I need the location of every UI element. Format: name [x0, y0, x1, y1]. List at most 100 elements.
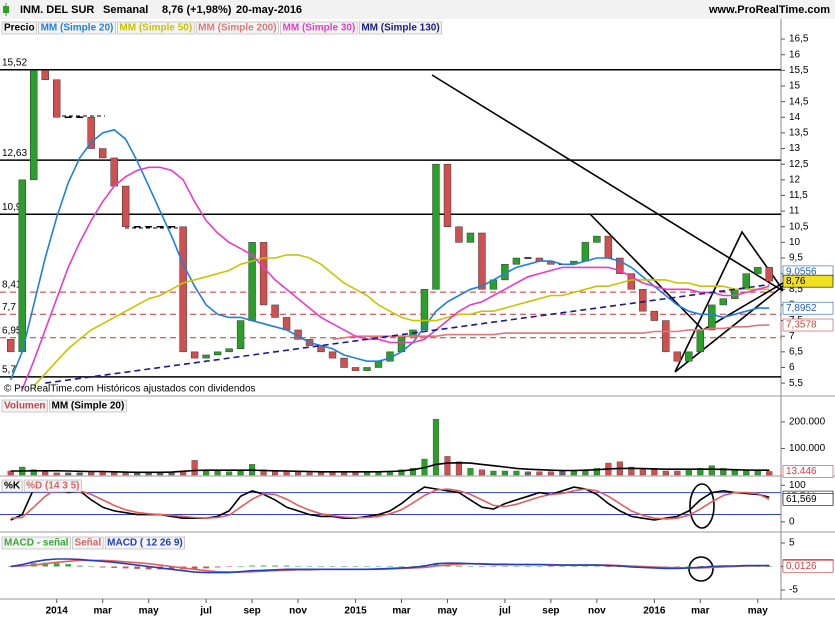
histogram-bar	[571, 566, 577, 567]
histogram-bar	[318, 566, 324, 567]
volume-bar	[432, 419, 440, 476]
y-tick-label: 16	[789, 49, 801, 60]
candle	[363, 367, 371, 371]
series-line	[332, 324, 770, 341]
volume-bar	[157, 472, 164, 476]
candle	[282, 317, 291, 331]
legend-entry: MM (Simple 130)	[361, 23, 439, 34]
histogram-bar	[352, 566, 359, 567]
volume-bar	[570, 470, 577, 476]
histogram-bar	[272, 565, 278, 567]
histogram-bar	[582, 566, 589, 567]
legend-entry: MM (Simple 20)	[41, 23, 114, 34]
last-value-label: 13.446	[786, 466, 817, 477]
y-tick-label: 11	[789, 206, 800, 217]
histogram-bar	[502, 566, 508, 567]
series-line	[9, 128, 770, 381]
candle	[478, 232, 486, 290]
volume-bar	[593, 468, 600, 476]
level-label: 10,9	[2, 202, 22, 213]
last-value-box	[782, 301, 834, 315]
volume-bar	[88, 472, 95, 476]
y-tick-label: 6	[789, 362, 795, 373]
volume-bar	[662, 470, 669, 476]
last-value-label: 9,0556	[786, 267, 817, 278]
histogram-bar	[249, 565, 255, 567]
legend-box	[1, 536, 71, 550]
volume-bar	[685, 469, 692, 476]
legend-entry: Precio	[4, 23, 35, 34]
candle	[30, 70, 38, 181]
legend-entry: %D (14 3 5)	[26, 481, 79, 492]
histogram-bar	[168, 566, 175, 570]
last-value-box	[782, 560, 834, 573]
histogram-bar	[42, 562, 49, 567]
legend-box	[280, 21, 358, 35]
volume-bar	[352, 472, 359, 476]
last-value-label: 8,76	[786, 276, 806, 287]
series-line	[45, 283, 770, 384]
volume-bar	[306, 472, 313, 476]
volume-bar	[467, 468, 474, 476]
candle	[271, 304, 279, 318]
candle	[685, 351, 693, 362]
candle	[98, 148, 107, 159]
legend-box	[195, 21, 279, 35]
volume-bar	[283, 471, 290, 476]
last-value-label: 61,569	[786, 494, 817, 505]
y-tick-label: 10,5	[789, 221, 809, 232]
highlight-circle	[689, 483, 715, 529]
y-tick-label: 13,5	[789, 128, 809, 139]
volume-bar	[30, 469, 37, 476]
histogram-bar	[525, 566, 531, 567]
level-label: 8,41	[2, 280, 22, 291]
volume-bar	[134, 472, 141, 476]
x-tick-label: mar	[392, 606, 410, 617]
candle	[121, 185, 130, 227]
candle	[432, 163, 440, 290]
volume-bar	[65, 472, 72, 476]
y-tick-label: 100	[789, 480, 806, 491]
series-line	[10, 488, 770, 520]
legend-entry: MM (Simple 20)	[51, 401, 124, 412]
legend-box	[359, 21, 442, 35]
candle	[87, 117, 95, 149]
candle	[696, 329, 704, 353]
candle	[179, 226, 187, 353]
candle	[616, 257, 624, 274]
histogram-bar	[53, 563, 60, 567]
candle	[650, 310, 659, 321]
histogram-bar	[467, 566, 474, 567]
legend-entry: MACD ( 12 26 9)	[107, 538, 183, 549]
legend-box	[23, 479, 82, 493]
candle	[420, 289, 429, 331]
period: Semanal	[103, 4, 148, 16]
level-label: 6,95	[2, 325, 22, 336]
candle	[708, 304, 716, 331]
candle	[18, 179, 26, 353]
x-tick-label: nov	[588, 606, 606, 617]
series-line	[33, 254, 770, 387]
histogram-bar	[122, 566, 129, 569]
site: www.ProRealTime.com	[708, 4, 830, 16]
volume-bar	[237, 470, 244, 476]
candle	[53, 79, 61, 118]
histogram-bar	[685, 566, 692, 567]
legend-entry: MM (Simple 200)	[198, 23, 276, 34]
legend-box	[1, 399, 48, 413]
candle	[236, 320, 245, 349]
x-tick-label: sep	[542, 606, 559, 617]
y-tick-label: 7	[789, 331, 795, 342]
volume-bar	[639, 469, 646, 476]
legend-box	[49, 399, 127, 413]
volume-bar	[398, 469, 405, 476]
level-label: 15,52	[2, 57, 27, 68]
volume-bar	[363, 472, 371, 476]
y-tick-label: 5	[789, 538, 795, 549]
volume-bar	[524, 471, 531, 476]
legend-box	[72, 536, 104, 550]
volume-bar	[501, 470, 508, 476]
volume-bar	[226, 471, 233, 476]
